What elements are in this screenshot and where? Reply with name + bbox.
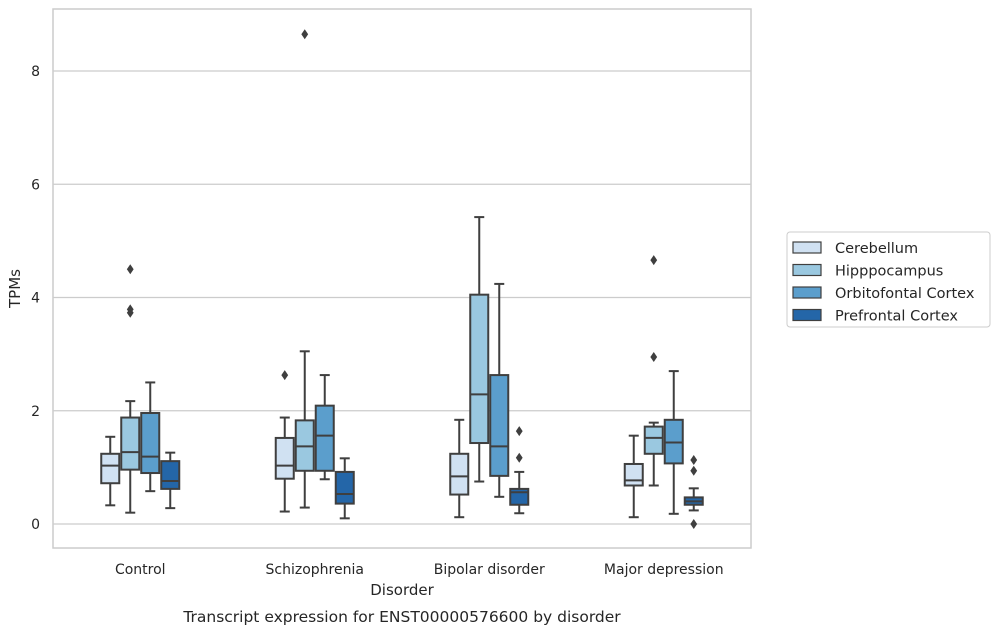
y-axis-label: TPMs bbox=[6, 269, 24, 309]
box bbox=[140, 412, 161, 475]
legend-swatch bbox=[792, 241, 822, 254]
chart-caption: Transcript expression for ENST0000057660… bbox=[182, 608, 621, 626]
box bbox=[100, 452, 121, 485]
legend-frame bbox=[786, 231, 991, 328]
box-series bbox=[100, 370, 644, 519]
x-tick-label: Schizophrenia bbox=[266, 562, 364, 578]
outlier-point bbox=[690, 465, 698, 476]
box bbox=[334, 470, 355, 505]
x-axis-label: Disorder bbox=[370, 581, 434, 599]
plot-area-frame bbox=[52, 8, 752, 549]
legend-swatch bbox=[792, 308, 822, 322]
legend-swatch bbox=[792, 263, 822, 277]
y-axis-ticks: 0 2 4 6 8 bbox=[31, 64, 40, 533]
box-group bbox=[314, 374, 335, 481]
y-tick-label: 4 bbox=[31, 291, 40, 307]
box-group bbox=[100, 435, 121, 507]
y-tick-label: 8 bbox=[31, 64, 40, 80]
box-group bbox=[643, 255, 664, 487]
box-group bbox=[489, 282, 510, 498]
box-group bbox=[274, 370, 295, 513]
box bbox=[449, 452, 470, 496]
outlier-point bbox=[515, 426, 523, 437]
outlier-point bbox=[301, 29, 309, 40]
box-series bbox=[160, 426, 704, 529]
y-tick-label: 6 bbox=[31, 177, 40, 193]
outlier-point bbox=[690, 519, 698, 529]
box-group bbox=[683, 455, 704, 529]
box-group bbox=[120, 264, 141, 514]
legend-label: Hipppocampus bbox=[835, 264, 943, 280]
box-group bbox=[294, 29, 315, 509]
box bbox=[160, 460, 181, 490]
legend: Cerebellum Hipppocampus Orbitofontal Corte… bbox=[786, 231, 991, 328]
box-group bbox=[663, 370, 684, 515]
box-group bbox=[623, 434, 644, 519]
outlier-point bbox=[126, 264, 134, 275]
box-group bbox=[140, 381, 161, 493]
box bbox=[274, 436, 295, 480]
x-tick-label: Control bbox=[115, 562, 166, 578]
box-series bbox=[140, 282, 684, 515]
y-tick-label: 0 bbox=[31, 517, 40, 533]
legend-swatch bbox=[792, 286, 822, 299]
outlier-point bbox=[690, 455, 698, 466]
x-tick-label: Major depression bbox=[604, 562, 724, 578]
box bbox=[314, 404, 335, 472]
box bbox=[120, 416, 141, 471]
legend-label: Cerebellum bbox=[835, 241, 918, 257]
box bbox=[509, 487, 530, 506]
box-group bbox=[449, 418, 470, 519]
box-series bbox=[120, 29, 664, 514]
box-group bbox=[334, 457, 355, 520]
box-group bbox=[160, 451, 181, 510]
legend-label: Prefrontal Cortex bbox=[835, 309, 958, 325]
box bbox=[623, 462, 644, 487]
box-group bbox=[469, 216, 490, 483]
box-group bbox=[509, 426, 530, 515]
x-tick-label: Bipolar disorder bbox=[434, 562, 545, 578]
outlier-point bbox=[515, 452, 523, 463]
outlier-point bbox=[281, 370, 289, 381]
outlier-point bbox=[126, 304, 134, 315]
box bbox=[643, 425, 664, 455]
box bbox=[489, 374, 510, 477]
x-axis-ticks: Control Schizophrenia Bipolar disorder Majo… bbox=[115, 562, 724, 578]
grid-lines bbox=[53, 70, 751, 525]
legend-label: Orbitofontal Cortex bbox=[835, 286, 975, 302]
outlier-point bbox=[650, 255, 658, 266]
y-tick-label: 2 bbox=[31, 404, 40, 420]
outlier-point bbox=[650, 351, 658, 362]
box-series-group bbox=[100, 29, 704, 529]
box bbox=[469, 293, 490, 445]
